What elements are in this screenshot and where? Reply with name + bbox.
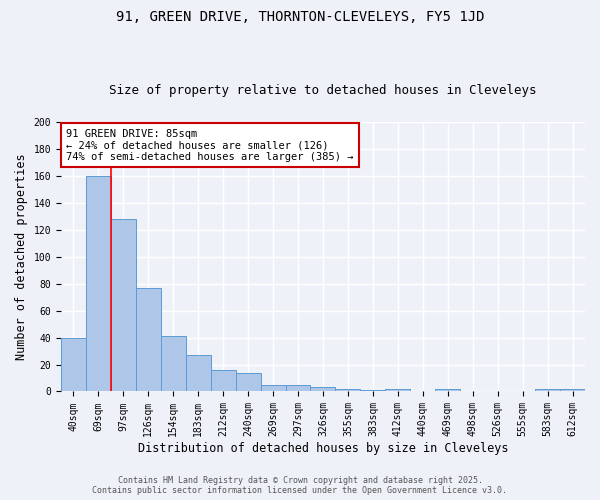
Bar [86,176,111,392]
Bar [335,389,361,392]
Bar [61,338,86,392]
Bar [435,389,460,392]
Bar [385,389,410,392]
Bar [185,355,211,392]
Bar [111,219,136,392]
Bar [361,390,385,392]
Bar [286,384,310,392]
Bar [260,384,286,392]
Bar [236,372,260,392]
Bar [560,389,585,392]
Text: Contains HM Land Registry data © Crown copyright and database right 2025.
Contai: Contains HM Land Registry data © Crown c… [92,476,508,495]
Text: 91 GREEN DRIVE: 85sqm
← 24% of detached houses are smaller (126)
74% of semi-det: 91 GREEN DRIVE: 85sqm ← 24% of detached … [66,128,353,162]
Text: 91, GREEN DRIVE, THORNTON-CLEVELEYS, FY5 1JD: 91, GREEN DRIVE, THORNTON-CLEVELEYS, FY5… [116,10,484,24]
Bar [136,288,161,392]
X-axis label: Distribution of detached houses by size in Cleveleys: Distribution of detached houses by size … [138,442,508,455]
Bar [535,389,560,392]
Y-axis label: Number of detached properties: Number of detached properties [15,154,28,360]
Bar [211,370,236,392]
Title: Size of property relative to detached houses in Cleveleys: Size of property relative to detached ho… [109,84,537,97]
Bar [161,336,185,392]
Bar [310,388,335,392]
